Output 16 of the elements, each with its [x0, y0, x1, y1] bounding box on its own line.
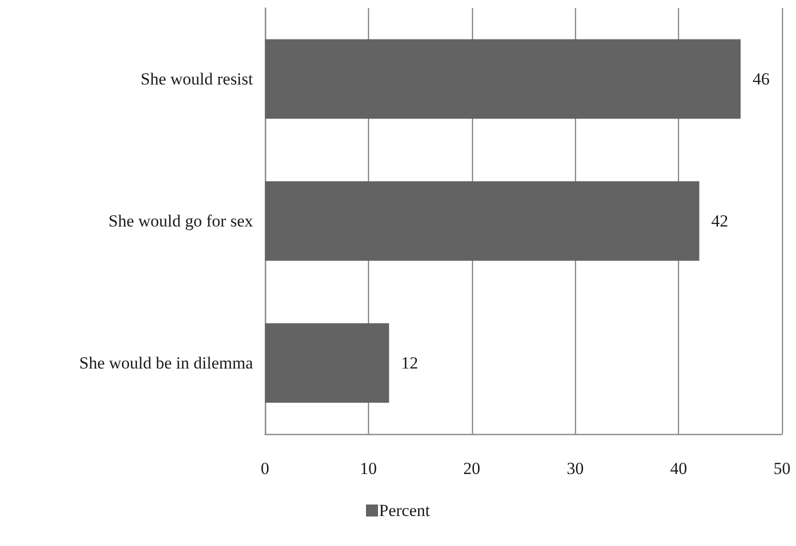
bar — [265, 181, 700, 261]
y-tick-label: She would go for sex — [108, 212, 254, 230]
y-tick-label: She would be in dilemma — [79, 354, 254, 372]
bar — [265, 39, 741, 119]
x-tick-label: 50 — [774, 459, 790, 478]
x-tick-label: 10 — [360, 459, 377, 478]
x-tick-label: 40 — [670, 459, 688, 478]
data-label: 42 — [711, 212, 728, 230]
bar — [265, 323, 390, 403]
data-label: 12 — [401, 354, 418, 372]
x-tick-label: 20 — [463, 459, 480, 478]
data-label: 46 — [752, 70, 770, 88]
legend-label: Percent — [379, 501, 430, 520]
x-tick-label: 30 — [566, 459, 584, 478]
y-tick-label: She would resist — [140, 70, 254, 88]
x-tick-label: 0 — [260, 459, 270, 478]
